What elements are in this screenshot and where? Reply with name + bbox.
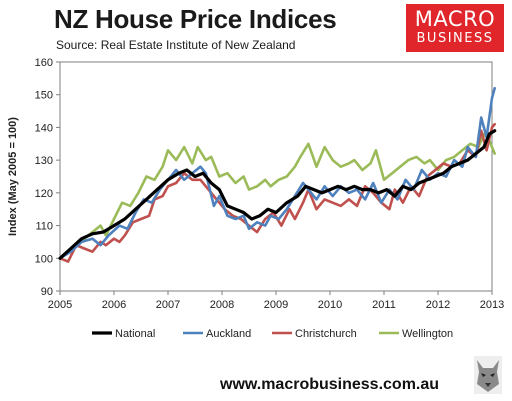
y-tick-label: 150 — [35, 90, 53, 102]
y-tick-label: 90 — [41, 286, 53, 298]
y-tick-label: 110 — [35, 221, 53, 233]
series-line-national — [58, 129, 497, 260]
series-line-wellington — [58, 132, 496, 260]
logo-line-2: BUSINESS — [416, 31, 494, 46]
y-tick-label: 140 — [35, 122, 53, 134]
x-tick-label: 2012 — [426, 299, 450, 311]
legend-label-christchurch: Christchurch — [295, 328, 357, 340]
series-line-christchurch — [58, 122, 496, 263]
y-tick-label: 130 — [35, 155, 53, 167]
x-tick-label: 2009 — [264, 299, 288, 311]
macro-business-logo: MACRO BUSINESS — [406, 4, 504, 52]
legend-label-wellington: Wellington — [402, 328, 453, 340]
chart-title: NZ House Price Indices — [54, 4, 337, 34]
x-tick-label: 2011 — [372, 299, 396, 311]
x-tick-label: 2006 — [102, 299, 126, 311]
y-tick-label: 100 — [35, 253, 53, 265]
y-tick-label: 120 — [35, 188, 53, 200]
x-tick-label: 2010 — [318, 299, 342, 311]
logo-line-1: MACRO — [414, 7, 496, 31]
chart-source: Source: Real Estate Institute of New Zea… — [56, 38, 296, 52]
y-axis-label: Index (May 2005 = 100) — [7, 117, 19, 236]
legend-label-auckland: Auckland — [206, 328, 251, 340]
footer-url[interactable]: www.macrobusiness.com.au — [220, 376, 440, 393]
y-tick-label: 160 — [35, 57, 53, 69]
x-tick-label: 2013 — [480, 299, 504, 311]
x-tick-label: 2008 — [210, 299, 234, 311]
x-tick-label: 2005 — [48, 299, 72, 311]
x-tick-label: 2007 — [156, 299, 180, 311]
legend-label-national: National — [115, 328, 155, 340]
wolf-icon — [474, 356, 502, 394]
